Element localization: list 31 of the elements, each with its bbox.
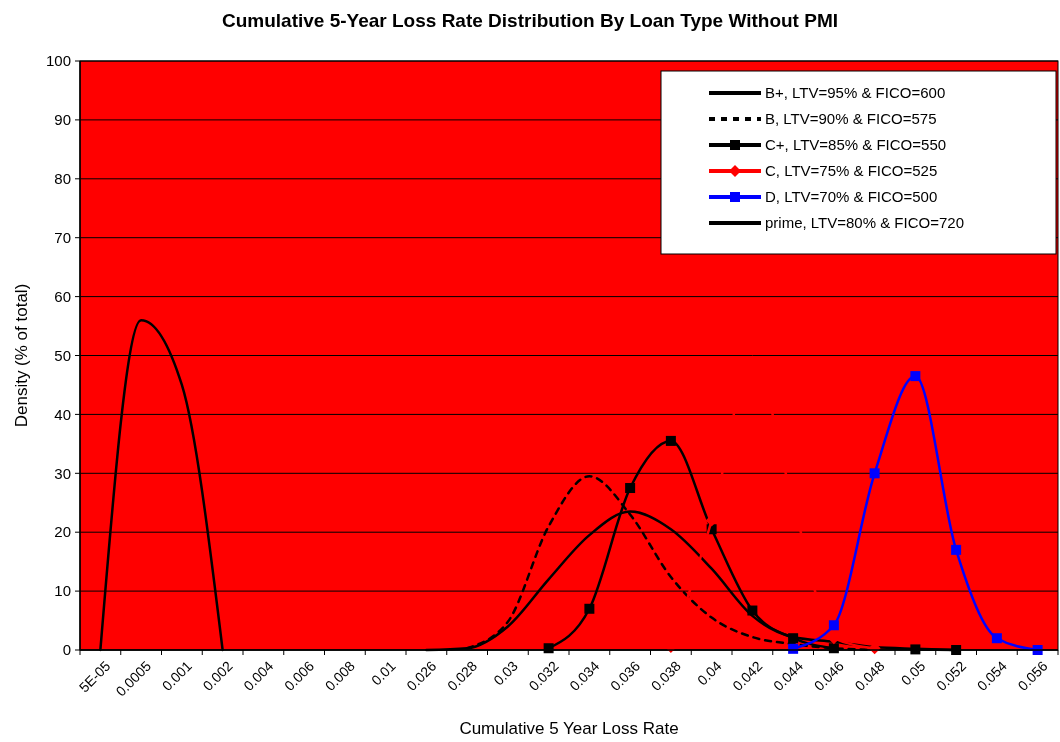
y-tick-label: 0: [62, 641, 71, 659]
point: [747, 605, 758, 616]
point: [991, 633, 1002, 644]
y-tick-label: 80: [54, 170, 71, 188]
x-axis-title: Cumulative 5 Year Loss Rate: [459, 719, 679, 738]
y-tick-label: 90: [54, 111, 71, 129]
legend-label: D, LTV=70% & FICO=500: [765, 188, 938, 206]
point: [869, 468, 880, 479]
legend-label: prime, LTV=80% & FICO=720: [765, 214, 964, 232]
x-tick-label: 0.01: [368, 657, 399, 689]
y-tick-label: 10: [54, 582, 71, 600]
y-tick-label: 100: [45, 52, 71, 70]
point: [625, 483, 636, 494]
y-tick-label: 60: [54, 287, 71, 305]
point: [788, 633, 799, 644]
point: [665, 435, 676, 446]
point: [951, 544, 962, 555]
point: [584, 603, 595, 614]
y-tick-label: 20: [54, 523, 71, 541]
y-tick-label: 70: [54, 228, 71, 246]
legend-label: B+, LTV=95% & FICO=600: [765, 84, 946, 102]
chart-title: Cumulative 5-Year Loss Rate Distribution By Loan Type Without PMI: [222, 10, 838, 31]
point: [828, 620, 839, 631]
y-tick-label: 50: [54, 346, 71, 364]
legend-label: C+, LTV=85% & FICO=550: [765, 136, 947, 154]
y-axis-title: Density (% of total): [12, 283, 31, 428]
legend-label: B, LTV=90% & FICO=575: [765, 110, 937, 128]
y-tick-label: 30: [54, 464, 71, 482]
y-tick-label: 40: [54, 405, 71, 423]
point: [910, 371, 921, 382]
legend-label: C, LTV=75% & FICO=525: [765, 162, 938, 180]
